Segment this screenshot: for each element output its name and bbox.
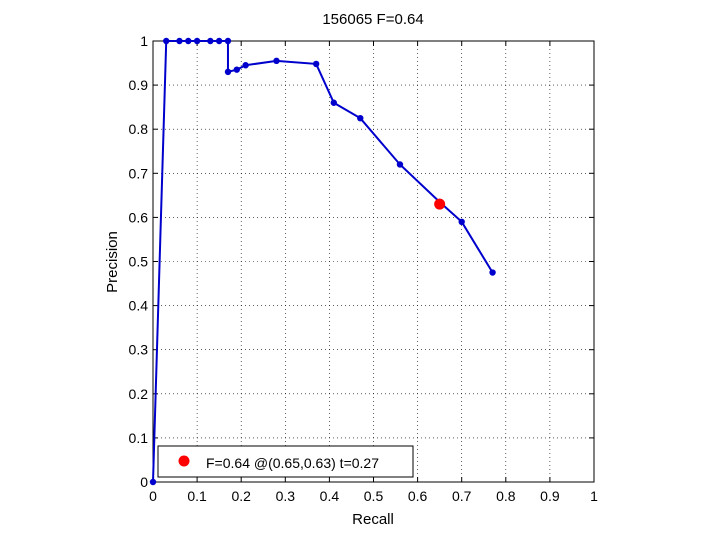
y-tick-label: 0.2 [129,386,149,402]
legend-box [157,445,414,478]
x-tick-label: 0.9 [540,488,560,504]
legend-marker [178,455,190,467]
y-tick-label: 0.1 [129,430,149,446]
x-tick-labels: 0 0.1 0.2 0.3 0.4 0.5 0.6 0.7 0.8 0.9 1 [149,488,598,504]
data-point [224,68,232,76]
data-point [163,37,170,45]
data-point [242,62,249,69]
x-tick-label: 0.8 [496,488,516,504]
data-point [207,37,214,45]
x-axis-label: Recall [352,511,394,528]
data-point [149,478,157,486]
data-point [176,37,183,45]
data-point [330,99,338,106]
y-tick-label: 0.6 [129,209,149,225]
x-tick-label: 0.1 [187,488,207,504]
y-tick-label: 0.8 [129,121,149,137]
highlight-point [434,198,446,210]
y-tick-labels: 0 0.1 0.2 0.3 0.4 0.5 0.6 0.7 0.8 0.9 1 [129,33,149,490]
x-tick-label: 0.6 [408,488,428,504]
data-point [489,269,496,276]
y-tick-label: 0 [140,474,148,490]
x-tick-label: 1 [590,488,598,504]
x-tick-label: 0.3 [276,488,296,504]
chart-title: 156065 F=0.64 [322,11,423,28]
y-tick-label: 0.3 [129,342,149,358]
y-axis-label: Precision [104,231,121,293]
axis-ticks [152,40,595,483]
data-point [224,37,232,45]
y-tick-label: 1 [140,33,148,49]
x-tick-label: 0.5 [364,488,384,504]
best-f-point [434,198,446,210]
data-point [357,114,364,122]
y-tick-label: 0.4 [129,298,149,314]
data-point [312,60,320,68]
x-tick-label: 0.4 [320,488,340,504]
data-point [233,66,240,73]
y-tick-label: 0.5 [129,254,149,270]
y-tick-label: 0.7 [129,165,149,181]
x-tick-label: 0.2 [231,488,251,504]
series-precision-recall [149,37,496,486]
data-point [193,37,201,45]
x-tick-label: 0 [149,488,157,504]
x-tick-label: 0.7 [452,488,472,504]
grid [153,41,594,482]
data-point [215,37,223,45]
y-tick-label: 0.9 [129,77,149,93]
legend-label: F=0.64 @(0.65,0.63) t=0.27 [206,455,379,471]
data-point [396,161,404,168]
data-point [273,57,280,65]
data-point [185,37,192,45]
legend: F=0.64 @(0.65,0.63) t=0.27 [157,445,414,478]
data-point [458,218,465,226]
